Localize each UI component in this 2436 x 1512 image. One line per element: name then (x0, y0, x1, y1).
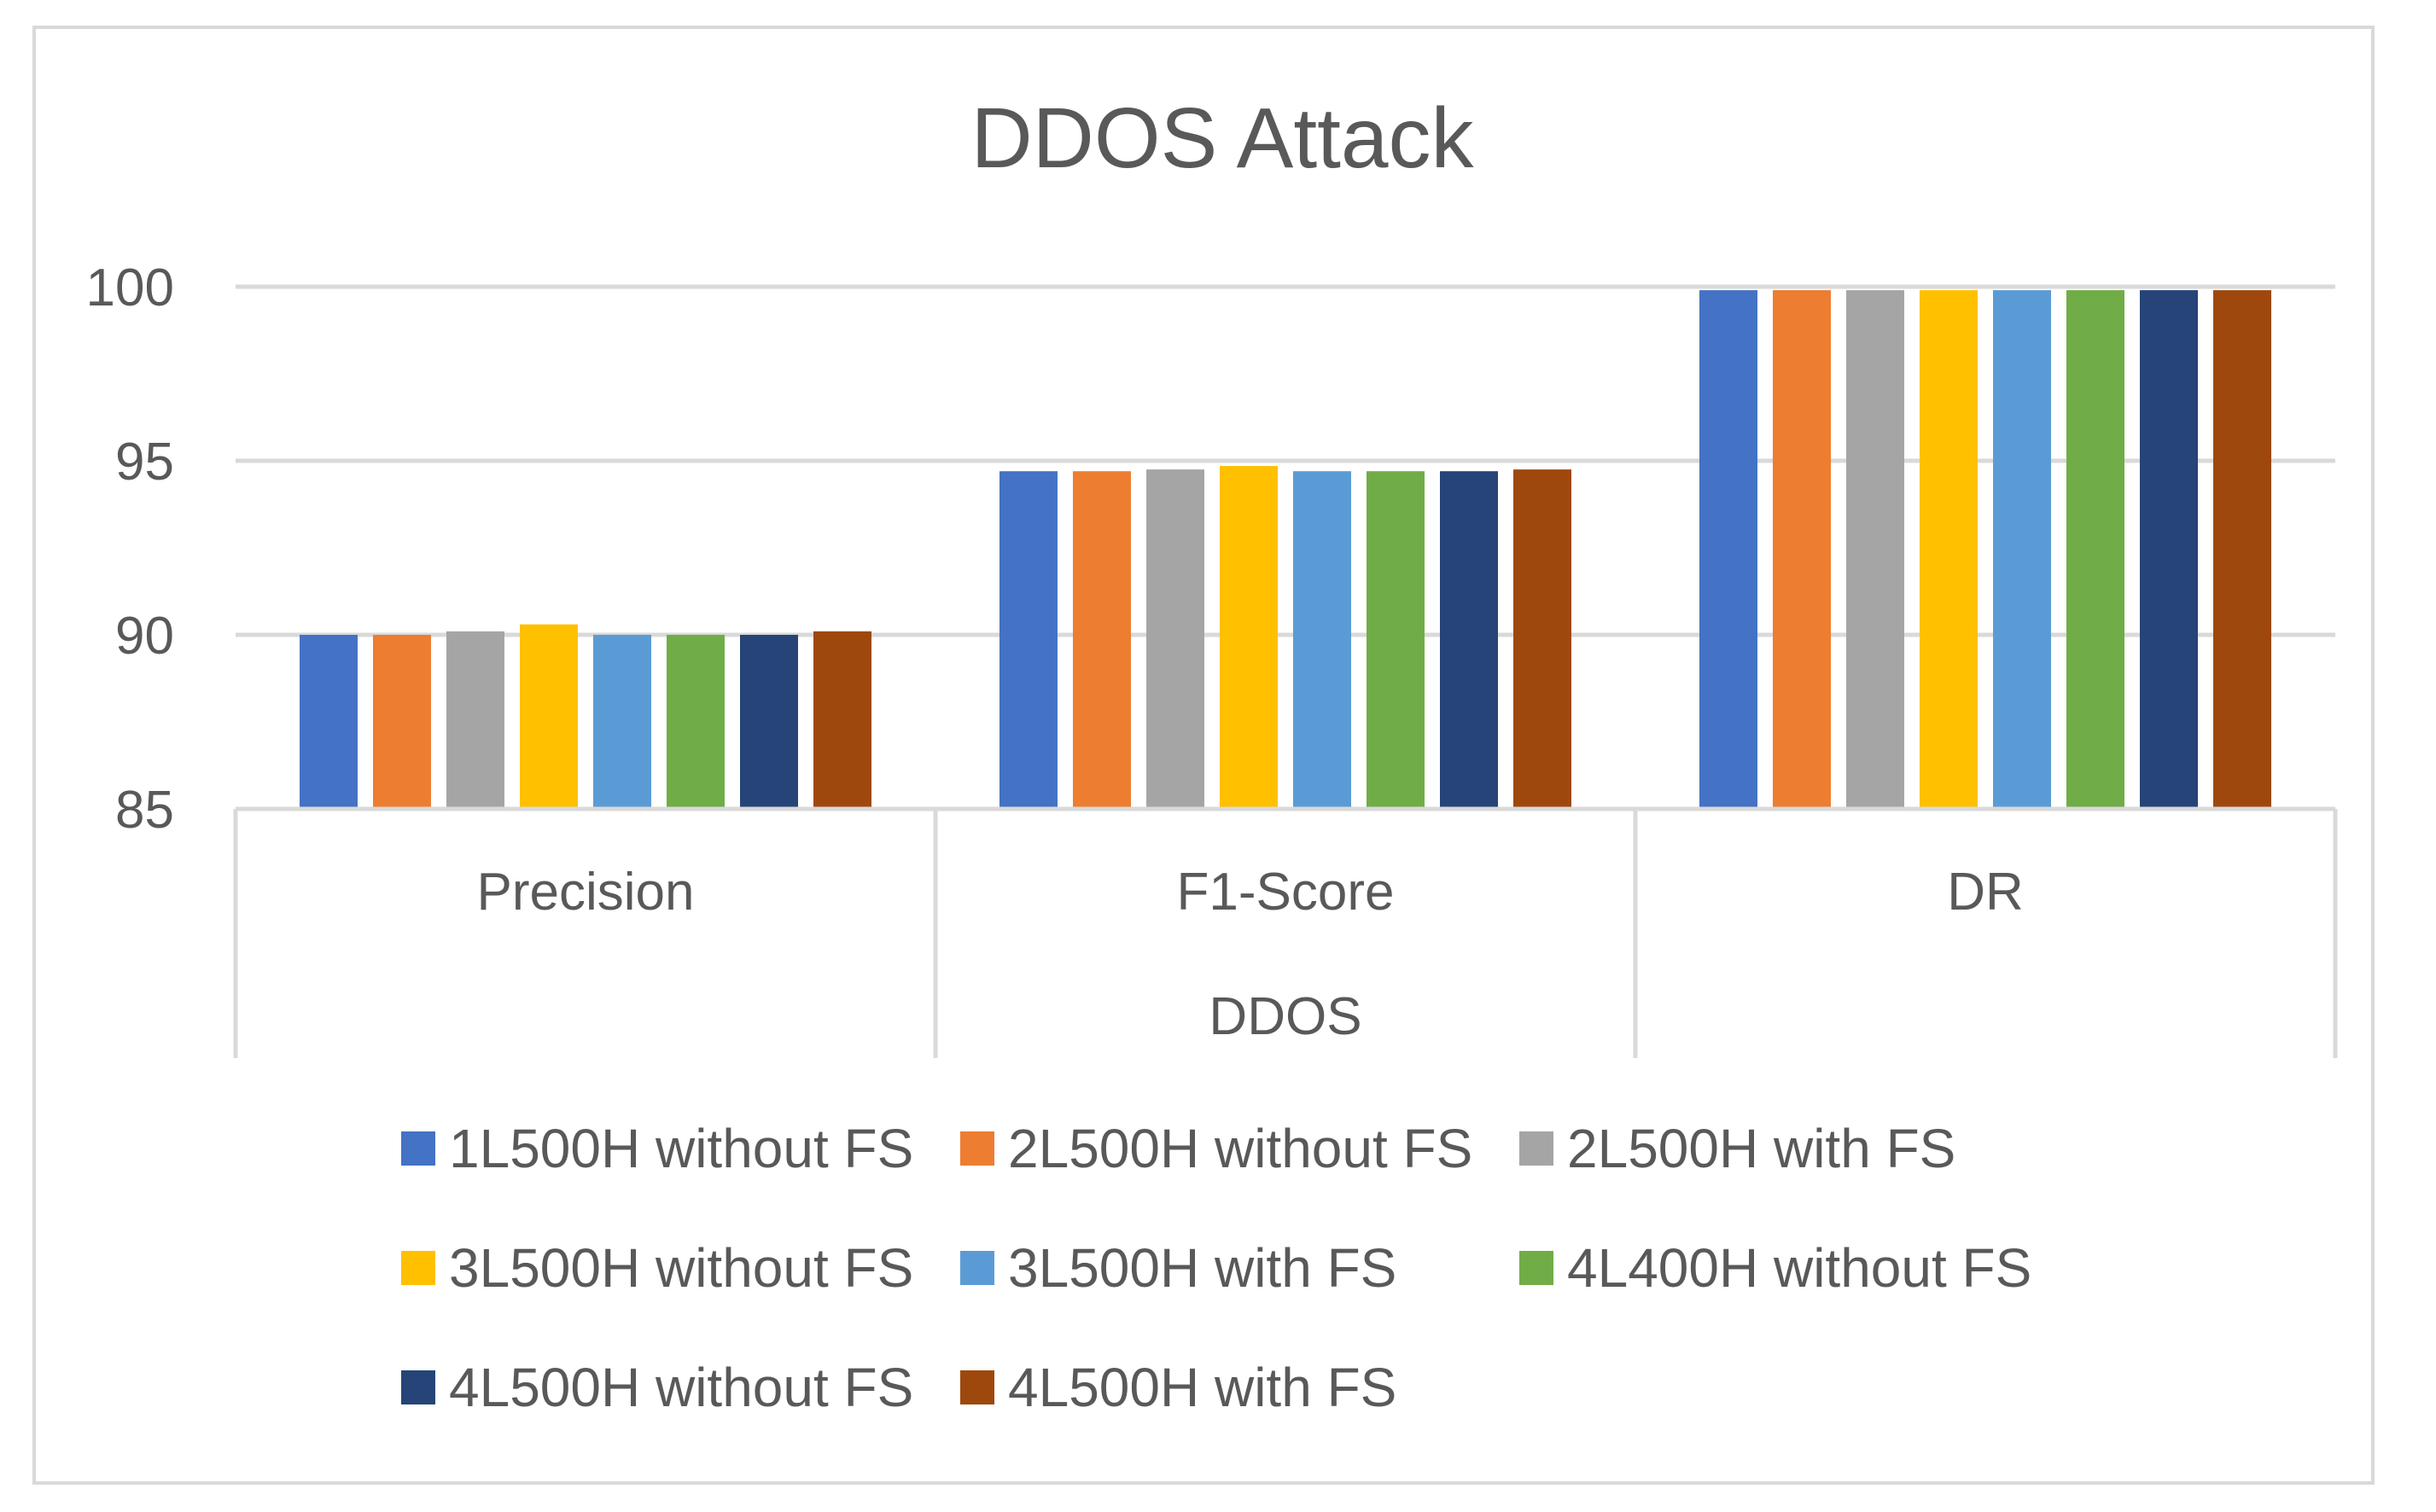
bar-dr-series-5 (1993, 290, 2051, 810)
legend: 1L500H without FS 2L500H without FS 2L500H… (401, 1108, 2108, 1428)
legend-item: 3L500H without FS (401, 1227, 960, 1309)
legend-item: 2L500H with FS (1519, 1108, 2117, 1189)
axes: Precision F1-Score DR (233, 806, 2338, 1058)
x-axis-title: DDOS (1209, 987, 1361, 1046)
bar-dr-series-3 (1846, 290, 1904, 810)
legend-label: 1L500H without FS (449, 1118, 914, 1179)
bar-f1-score-series-5 (1293, 471, 1351, 809)
bars (300, 290, 2271, 810)
bar-f1-score-series-7 (1440, 471, 1498, 809)
bar-dr-series-1 (1699, 290, 1757, 810)
bar-precision-series-8 (813, 631, 871, 809)
bar-precision-series-6 (667, 635, 725, 809)
y-tick-label: 85 (115, 781, 174, 840)
legend-swatch (960, 1370, 994, 1404)
bar-precision-series-5 (593, 635, 651, 809)
chart-title: DDOS Attack (970, 90, 1474, 186)
bar-f1-score-series-3 (1146, 469, 1204, 809)
x-tick-label: DR (1947, 863, 2024, 922)
legend-item: 4L500H with FS (960, 1346, 1519, 1428)
legend-item: 3L500H with FS (960, 1227, 1519, 1309)
bar-precision-series-3 (446, 631, 504, 809)
bar-precision-series-7 (740, 635, 798, 809)
bar-dr-series-8 (2213, 290, 2271, 810)
legend-item: 4L400H without FS (1519, 1227, 2117, 1309)
legend-swatch (960, 1251, 994, 1285)
legend-label: 3L500H without FS (449, 1237, 914, 1299)
bar-f1-score-series-4 (1220, 466, 1278, 809)
legend-swatch (1519, 1251, 1553, 1285)
legend-label: 3L500H with FS (1008, 1237, 1397, 1299)
x-tick-label: F1-Score (1177, 863, 1395, 922)
bar-dr-series-7 (2140, 290, 2198, 810)
bar-f1-score-series-1 (999, 471, 1058, 809)
bar-f1-score-series-2 (1073, 471, 1131, 809)
legend-label: 2L500H without FS (1008, 1118, 1473, 1179)
legend-swatch (401, 1370, 435, 1404)
y-tick-label: 95 (115, 433, 174, 491)
gridlines: 85 90 95 100 (86, 259, 2335, 840)
bar-f1-score-series-6 (1367, 471, 1425, 809)
x-tick-label: Precision (477, 863, 695, 922)
legend-swatch (960, 1131, 994, 1166)
legend-swatch (1519, 1131, 1553, 1166)
legend-label: 4L400H without FS (1567, 1237, 2032, 1299)
legend-swatch (401, 1251, 435, 1285)
bar-precision-series-2 (373, 635, 431, 809)
legend-label: 4L500H with FS (1008, 1357, 1397, 1418)
bar-f1-score-series-8 (1513, 469, 1571, 809)
legend-item: 2L500H without FS (960, 1108, 1519, 1189)
legend-label: 2L500H with FS (1567, 1118, 1956, 1179)
bar-dr-series-6 (2066, 290, 2124, 810)
bar-precision-series-1 (300, 635, 358, 809)
y-tick-label: 90 (115, 607, 174, 666)
legend-label: 4L500H without FS (449, 1357, 914, 1418)
bar-dr-series-4 (1920, 290, 1978, 810)
y-tick-label: 100 (86, 259, 174, 317)
legend-item: 4L500H without FS (401, 1346, 960, 1428)
bar-dr-series-2 (1773, 290, 1831, 810)
bar-precision-series-4 (520, 624, 578, 809)
legend-item: 1L500H without FS (401, 1108, 960, 1189)
legend-swatch (401, 1131, 435, 1166)
